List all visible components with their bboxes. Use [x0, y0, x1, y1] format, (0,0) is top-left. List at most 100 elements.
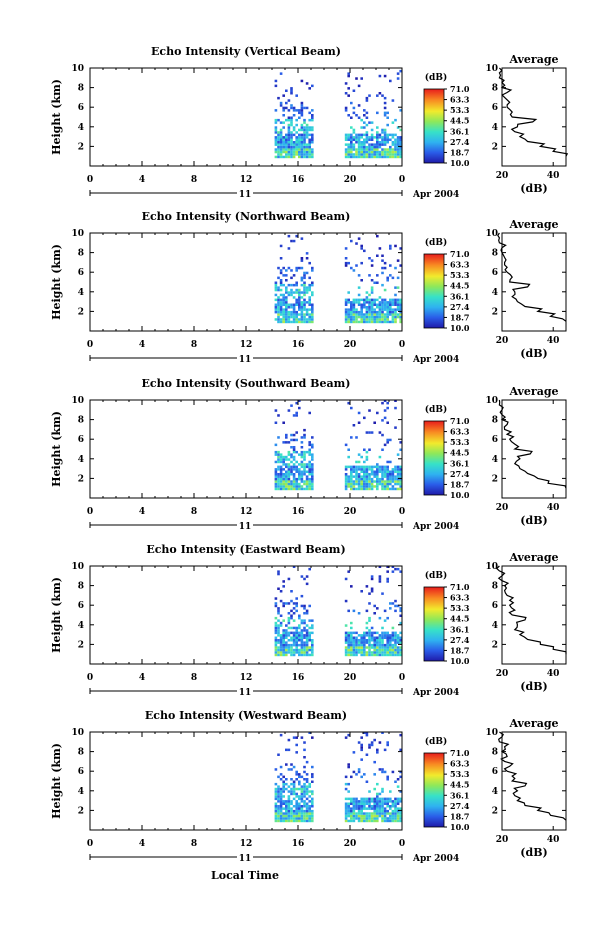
y-tick-label: 6 [78, 767, 84, 777]
heatmap-cell [357, 651, 361, 654]
heatmap-cell [298, 814, 301, 818]
heatmap-cell [285, 817, 288, 820]
heatmap-cell [274, 485, 278, 488]
heatmap-cell [370, 148, 374, 151]
heatmap-cell [303, 626, 306, 630]
x-tick-label: 0 [87, 839, 93, 849]
heatmap-cells [274, 69, 402, 159]
heatmap-cell [274, 807, 278, 810]
heatmap-cell [285, 274, 288, 277]
x-tick-label: 4 [139, 673, 145, 683]
heatmap-cell [295, 809, 298, 813]
heatmap-cell [378, 431, 382, 434]
heatmap-cell [290, 306, 293, 309]
heatmap-cell [285, 634, 288, 637]
heatmap-cell [277, 651, 280, 654]
heatmap-cell [282, 790, 285, 793]
heatmap-cell [368, 646, 371, 649]
heatmap-cell [352, 136, 356, 139]
heatmap-cell [287, 315, 291, 319]
heatmap-cell [311, 318, 314, 321]
heatmap-cell [352, 424, 356, 427]
heatmap-cell [285, 629, 288, 632]
heatmap-cell [277, 318, 280, 321]
heatmap-cell [282, 468, 285, 471]
heatmap-cell [298, 116, 301, 119]
heatmap-cell [381, 318, 384, 321]
heatmap-cell [386, 565, 389, 568]
heatmap-cell [285, 807, 288, 810]
heatmap-cell [352, 807, 356, 810]
heatmap-cell [360, 475, 363, 478]
heatmap-cell [376, 234, 379, 238]
heatmap-cell [303, 778, 306, 781]
heatmap-cell [360, 639, 363, 642]
heatmap-cell [376, 653, 379, 657]
y-tick-label: 2 [78, 307, 84, 317]
heatmap-cell [282, 301, 285, 304]
heatmap-cell [394, 308, 397, 311]
heatmap-cell [285, 814, 288, 818]
heatmap-cell [368, 306, 371, 309]
heatmap-cell [290, 438, 293, 442]
heatmap-cell [394, 780, 397, 783]
heatmap-cell [282, 800, 285, 803]
x-tick-label: 0 [399, 507, 405, 517]
x-tick-label: 12 [240, 175, 253, 185]
heatmap-cell [300, 109, 304, 112]
x-tick-label: 16 [292, 673, 305, 683]
heatmap-cell [383, 141, 387, 144]
heatmap-cell [350, 239, 353, 243]
heatmap-cell [305, 143, 309, 146]
heatmap-cell [381, 651, 384, 654]
heatmap-cell [277, 276, 280, 280]
heatmap-cell [357, 315, 361, 319]
heatmap-cell [300, 128, 304, 132]
heatmap-cell [305, 288, 309, 292]
heatmap-cell [383, 74, 387, 78]
heatmap-cell [279, 306, 283, 309]
heatmap-cell [295, 401, 298, 405]
heatmap-cell [373, 303, 376, 306]
heatmap-cell [303, 128, 306, 132]
colorbar-tick-label: 18.7 [450, 312, 469, 322]
heatmap-cell [311, 643, 314, 647]
heatmap-cell [295, 795, 298, 798]
x-tick-label: 4 [139, 839, 145, 849]
heatmap-cell [352, 303, 356, 306]
heatmap-cell [279, 153, 283, 156]
heatmap-cell [279, 281, 283, 284]
average-profile-line [497, 232, 567, 322]
heatmap-cell [298, 133, 301, 137]
heatmap-cell [383, 619, 387, 622]
heatmap-cell [370, 291, 374, 294]
heatmap-cell [363, 126, 366, 129]
heatmap-cell [295, 291, 298, 294]
heatmap-cell [285, 155, 288, 159]
y-tick-label: 2 [78, 806, 84, 816]
heatmap-cell [285, 296, 288, 299]
heatmap-cell [282, 487, 285, 491]
heatmap-cell [290, 819, 293, 823]
heatmap-cell [365, 450, 369, 454]
heatmap-cell [300, 279, 304, 282]
heatmap-cell [282, 795, 285, 798]
heatmap-cell [399, 441, 402, 444]
heatmap-cell [383, 609, 387, 613]
heatmap-cell [311, 303, 314, 306]
heatmap-cell [305, 477, 309, 481]
heatmap-cell [285, 301, 288, 304]
heatmap-cell [305, 792, 309, 796]
heatmap-cell [287, 631, 291, 635]
heatmap-cell [378, 470, 382, 473]
heatmap-cell [357, 138, 361, 141]
heatmap-cell [373, 809, 376, 813]
heatmap-cell [290, 104, 293, 107]
heatmap-cell [298, 453, 301, 456]
colorbar-tick-label: 44.5 [450, 448, 469, 458]
heatmap-cell [357, 293, 361, 297]
heatmap-cell [303, 145, 306, 149]
heatmap-cell [290, 116, 293, 119]
heatmap-cell [290, 315, 293, 319]
x-tick-label: 20 [344, 507, 357, 517]
